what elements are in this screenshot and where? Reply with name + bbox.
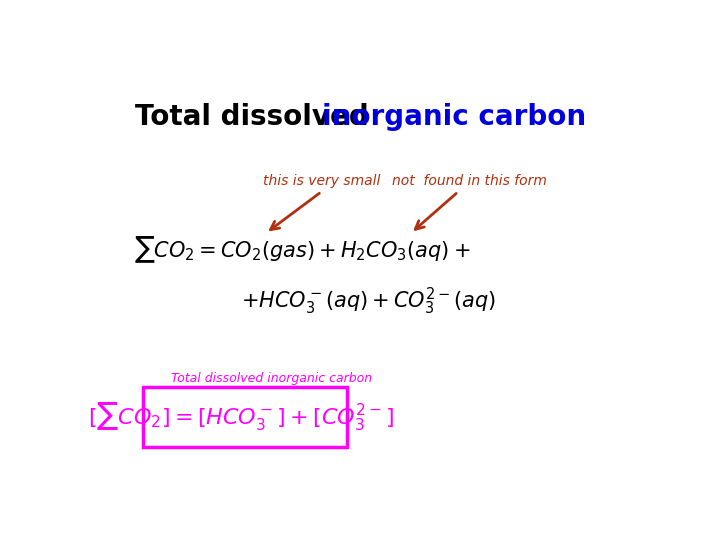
Text: not  found in this form: not found in this form [392,174,547,188]
Text: $\sum CO_2 = CO_2(gas) + H_2CO_3(aq) +$: $\sum CO_2 = CO_2(gas) + H_2CO_3(aq) +$ [134,234,470,265]
Text: inorganic carbon: inorganic carbon [322,103,585,131]
Text: Total dissolved inorganic carbon: Total dissolved inorganic carbon [171,372,372,385]
Text: $[\sum CO_2] = [HCO_3^-]+[CO_3^{2-}]$: $[\sum CO_2] = [HCO_3^-]+[CO_3^{2-}]$ [88,400,394,432]
FancyBboxPatch shape [143,387,347,447]
Text: this is very small: this is very small [263,174,380,188]
Text: Total dissolved: Total dissolved [135,103,378,131]
Text: $+HCO_3^-(aq) + CO_3^{2-}(aq)$: $+HCO_3^-(aq) + CO_3^{2-}(aq)$ [241,286,497,318]
